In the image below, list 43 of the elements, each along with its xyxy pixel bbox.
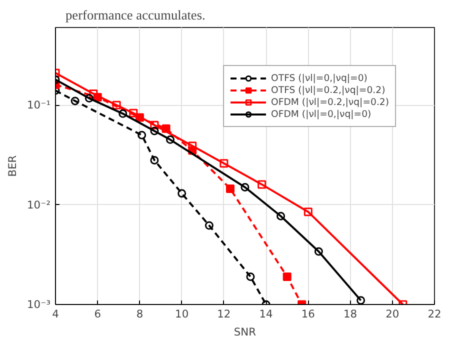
point — [226, 184, 235, 193]
x-tick-label: 10 — [175, 308, 189, 320]
point — [112, 100, 121, 110]
legend-label: OTFS (|νl|=0,|νq|=0) — [271, 72, 368, 84]
point — [118, 109, 128, 118]
point — [240, 182, 250, 192]
legend-label: OFDM (|νl|=0.2,|νq|=0.2) — [271, 96, 389, 108]
legend-label: OFDM (|νl|=0,|νq|=0) — [271, 108, 372, 120]
y-axis-title: BER — [6, 154, 20, 177]
point — [258, 180, 266, 189]
legend-label: OTFS (|νl|=0.2,|νq|=0.2) — [271, 84, 386, 96]
x-tick-label: 8 — [136, 308, 144, 320]
point — [178, 189, 186, 198]
point — [150, 120, 159, 130]
y-tick-label: 10⁻² — [27, 198, 51, 212]
x-tick-label: 22 — [428, 308, 442, 320]
point — [150, 126, 159, 136]
point — [282, 272, 292, 281]
y-tick-label: 10⁻¹ — [27, 98, 51, 112]
y-tick-label: 10⁻³ — [27, 298, 51, 311]
point — [166, 135, 175, 144]
point — [204, 221, 214, 230]
x-axis-title: SNR — [234, 326, 257, 338]
x-tick-label: 20 — [386, 308, 400, 320]
point — [70, 96, 80, 106]
x-tick-label: 16 — [301, 308, 316, 320]
x-tick-label: 4 — [52, 308, 60, 320]
point — [220, 159, 228, 168]
point — [304, 208, 312, 216]
x-tick-label: 18 — [344, 308, 358, 320]
point — [246, 272, 255, 281]
point — [276, 212, 286, 220]
point — [188, 142, 197, 150]
text: performance accumulates. — [66, 8, 206, 22]
point — [129, 108, 138, 118]
point — [89, 89, 98, 98]
point — [150, 156, 159, 164]
x-tick-label: 14 — [259, 308, 274, 320]
point — [138, 130, 146, 140]
point — [84, 94, 94, 103]
point — [314, 247, 323, 256]
x-tick-label: 12 — [217, 308, 231, 320]
x-tick-label: 6 — [94, 308, 102, 320]
